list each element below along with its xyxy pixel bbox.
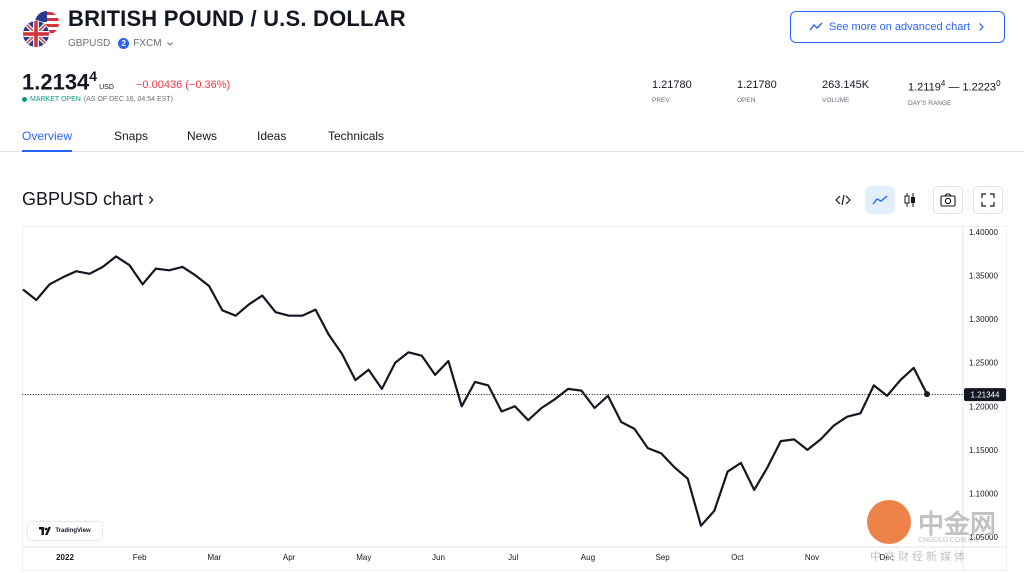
instrument-meta: GBPUSD 2 FXCM (68, 38, 174, 49)
camera-icon (940, 193, 956, 207)
x-tick-label: Apr (283, 553, 296, 562)
price-series-line (22, 255, 928, 527)
svg-text:1.21344: 1.21344 (971, 391, 1000, 400)
last-price-dot (924, 391, 930, 398)
candle-style-button[interactable] (895, 186, 925, 214)
stat-volume-value: 263.145K (822, 79, 870, 91)
tab-news[interactable]: News (187, 129, 218, 143)
tradingview-icon (39, 527, 52, 535)
x-tick-label: Jun (432, 553, 445, 562)
watermark-url: CNGOLD.COM.CN (918, 537, 979, 544)
market-status-label: MARKET OPEN (30, 96, 81, 103)
line-style-button[interactable] (865, 186, 895, 214)
chart-title-link[interactable]: GBPUSD chart › (22, 189, 155, 209)
fullscreen-button[interactable] (973, 186, 1003, 214)
x-tick-label: Mar (208, 553, 222, 562)
x-tick-label: Aug (581, 553, 595, 562)
stat-prev-label: PREV (652, 97, 670, 104)
last-price: 1.21344USD (22, 68, 114, 95)
x-tick-label: Feb (133, 553, 147, 562)
chart-frame (22, 226, 1007, 571)
fullscreen-icon (981, 193, 995, 207)
watermark-brand: 中金网 (918, 510, 997, 540)
x-tick-label: May (356, 553, 371, 562)
x-tick-label: Jul (508, 553, 518, 562)
line-chart-icon (872, 195, 888, 205)
code-icon (835, 194, 851, 206)
y-tick-label: 1.05000 (969, 533, 998, 542)
embed-button[interactable] (828, 186, 858, 214)
y-tick-label: 1.25000 (969, 359, 998, 368)
range-high-sup: 0 (996, 79, 1001, 88)
stat-open-value: 1.21780 (737, 79, 777, 91)
stat-volume-label: VOLUME (822, 97, 850, 104)
y-tick-label: 1.30000 (969, 315, 998, 324)
stat-open-label: OPEN (737, 97, 756, 104)
x-tick-label: Nov (805, 553, 819, 562)
instrument-title: BRITISH POUND / U.S. DOLLAR (68, 6, 406, 31)
x-tick-label: Sep (655, 553, 670, 562)
last-price-label: 1.21344 (964, 388, 1006, 402)
source-label[interactable]: FXCM (133, 38, 162, 49)
price-unit: USD (99, 84, 114, 92)
stat-range-value: 1.21194 — 1.22230 (908, 79, 1001, 94)
tab-overview[interactable]: Overview (22, 129, 73, 152)
symbol-label: GBPUSD (68, 38, 111, 49)
tab-ideas[interactable]: Ideas (257, 129, 287, 143)
x-tick-label: Oct (731, 553, 744, 562)
advanced-chart-label: See more on advanced chart (828, 21, 971, 33)
tradingview-logo[interactable]: TradingView (28, 522, 102, 540)
price-chart[interactable]: 1.40000 1.35000 1.30000 1.25000 1.20000 1.150… (22, 226, 1007, 571)
watermark-tagline: 中文财经新媒体 (870, 550, 968, 563)
advanced-chart-button[interactable]: See more on advanced chart (790, 11, 1005, 43)
range-separator: — (945, 81, 963, 94)
stat-open: 1.21780 OPEN (737, 79, 777, 104)
x-tick-label: Dec (880, 553, 894, 562)
range-low: 1.2119 (908, 81, 941, 94)
status-dot-icon (22, 97, 27, 102)
candlestick-icon (904, 193, 915, 207)
y-tick-label: 1.35000 (969, 272, 998, 281)
as-of-timestamp: (AS OF DEC 16, 04:54 EST) (83, 96, 173, 103)
y-tick-label: 1.10000 (969, 489, 998, 498)
currency-pair-flag-icon (22, 11, 59, 48)
snapshot-button[interactable] (933, 186, 963, 214)
y-tick-label: 1.15000 (969, 446, 998, 455)
tab-bar: Overview Snaps News Ideas Technicals (0, 122, 1024, 152)
source-badge: 2 (118, 38, 130, 49)
price-sup: 4 (89, 68, 98, 84)
line-chart-icon (809, 22, 823, 31)
range-high: 1.2223 (962, 81, 997, 94)
tab-snaps[interactable]: Snaps (114, 129, 149, 143)
price-main: 1.2134 (22, 69, 90, 95)
price-change: −0.00436 (−0.36%) (136, 79, 231, 91)
chevron-down-icon[interactable] (166, 40, 174, 48)
x-tick-label: 2022 (56, 553, 74, 562)
watermark-logo-icon (867, 500, 911, 544)
stat-prev: 1.21780 PREV (652, 79, 692, 104)
tab-technicals[interactable]: Technicals (328, 129, 385, 143)
market-status: MARKET OPEN (AS OF DEC 16, 04:54 EST) (22, 96, 173, 103)
stat-days-range: 1.21194 — 1.22230 DAY'S RANGE (908, 79, 1001, 107)
y-tick-label: 1.20000 (969, 402, 998, 411)
range-low-sup: 4 (940, 79, 946, 88)
stat-prev-value: 1.21780 (652, 79, 692, 91)
chevron-right-icon (979, 23, 984, 31)
y-tick-label: 1.40000 (969, 228, 998, 237)
stat-range-label: DAY'S RANGE (908, 99, 952, 107)
tradingview-label: TradingView (55, 528, 91, 534)
stat-volume: 263.145K VOLUME (822, 79, 869, 104)
